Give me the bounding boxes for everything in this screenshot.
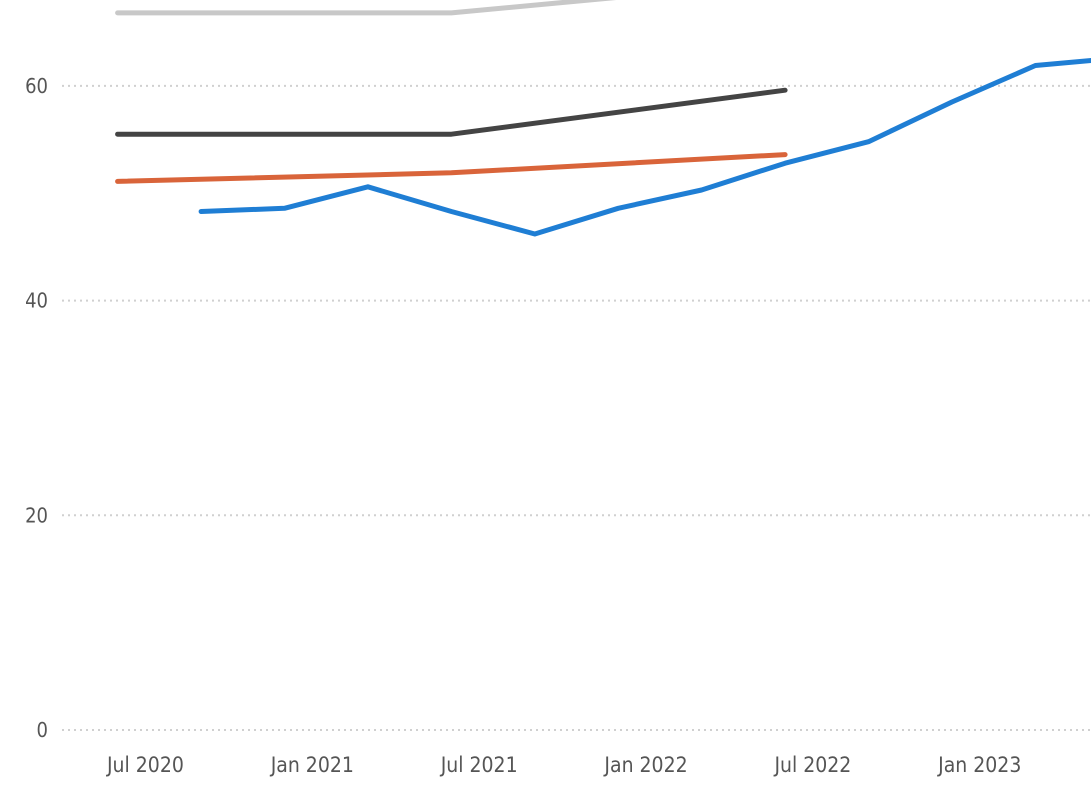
y-tick-label: 40 — [25, 289, 48, 313]
y-tick-label: 20 — [25, 503, 48, 527]
x-tick-label: Jul 2020 — [106, 753, 184, 777]
x-tick-label: Jul 2021 — [440, 753, 518, 777]
x-axis-ticks: Jul 2020 Jan 2021 Jul 2021 Jan 2022 Jul 2022… — [106, 753, 1021, 777]
series-lines — [115, 0, 1091, 237]
y-axis-ticks: 0 20 40 60 — [25, 74, 48, 742]
y-tick-label: 0 — [37, 718, 48, 742]
y-tick-label: 60 — [25, 74, 48, 98]
series-line — [198, 57, 1091, 237]
series-line — [115, 0, 617, 16]
gridlines — [62, 84, 1091, 731]
x-tick-label: Jan 2022 — [603, 753, 687, 777]
series-line — [115, 152, 788, 184]
series-line — [115, 87, 788, 137]
x-tick-label: Jan 2021 — [270, 753, 354, 777]
x-tick-label: Jul 2022 — [773, 753, 851, 777]
x-tick-label: Jan 2023 — [937, 753, 1021, 777]
